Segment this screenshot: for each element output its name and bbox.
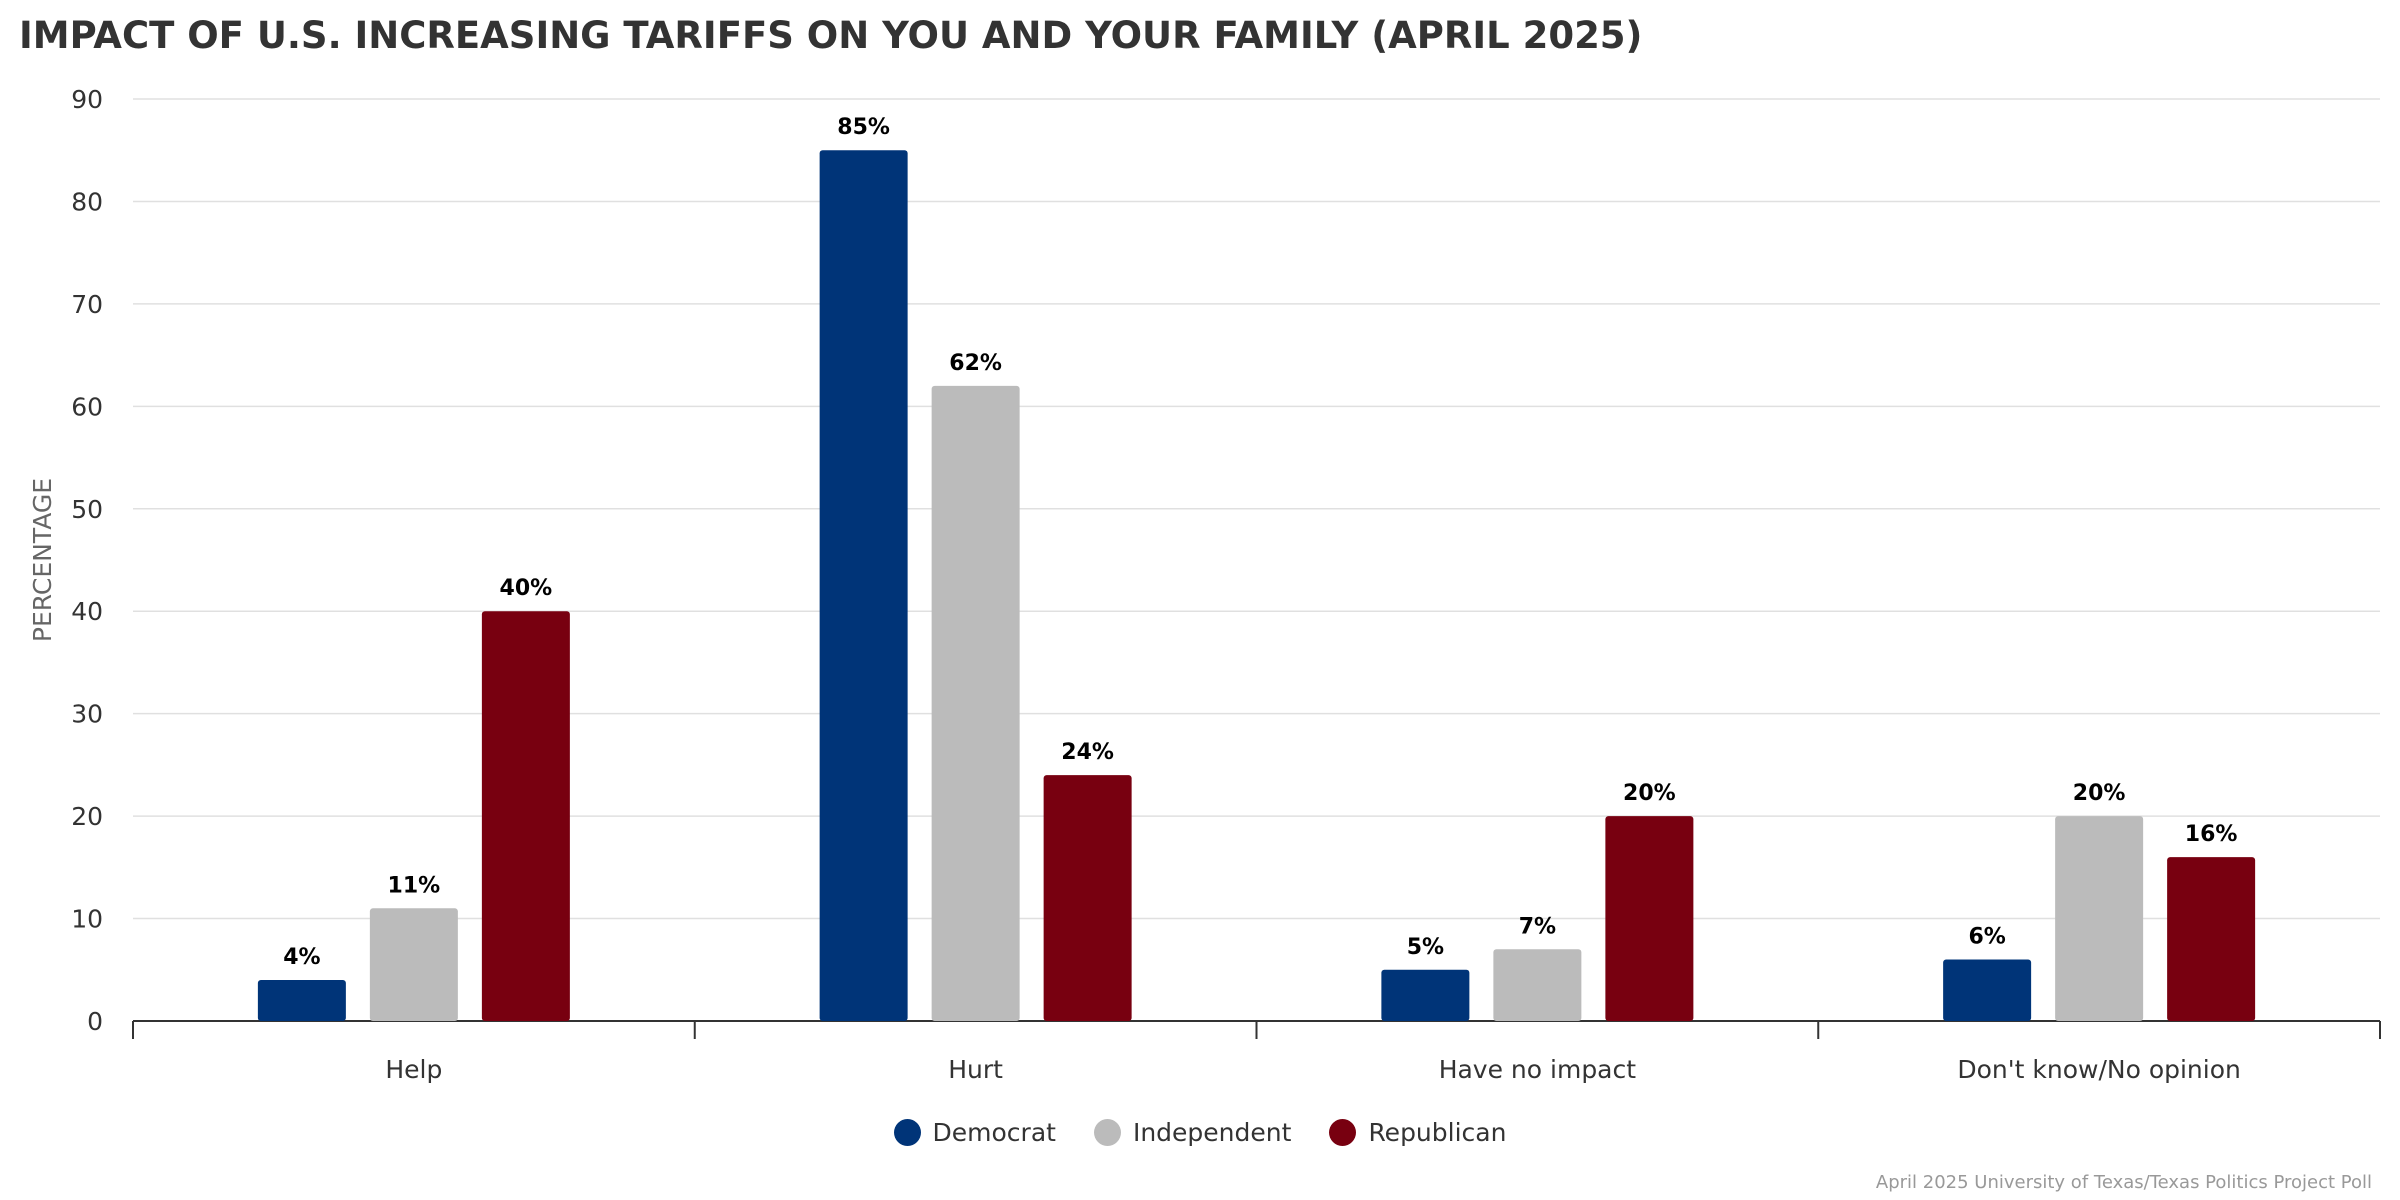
y-tick-label: 70 [71,290,103,319]
legend-swatch [893,1119,921,1146]
y-tick-label: 80 [71,187,103,216]
bar [931,385,1020,1021]
data-label: 6% [1968,925,2005,950]
bar [1493,949,1582,1021]
bar [1043,775,1132,1021]
data-label: 20% [2073,781,2126,806]
legend-item[interactable]: Independent [1093,1118,1292,1147]
legend-item[interactable]: Democrat [893,1118,1056,1147]
x-tick-label: Hurt [948,1055,1003,1084]
y-tick-label: 0 [87,1007,103,1036]
legend-swatch [1329,1119,1357,1146]
y-tick-label: 30 [71,700,103,729]
data-label: 7% [1519,914,1556,939]
bar [819,150,908,1021]
y-tick-label: 20 [71,802,103,831]
data-label: 24% [1061,740,1114,765]
x-tick-label: Help [385,1055,442,1084]
y-tick-label: 40 [71,597,103,626]
y-tick-label: 10 [71,905,103,934]
legend-label: Democrat [932,1118,1056,1147]
data-label: 5% [1407,935,1444,960]
bar [1605,816,1694,1021]
y-axis-title: PERCENTAGE [28,478,57,642]
bar [2055,816,2144,1021]
chart-legend: Democrat Independent Republican [0,1118,2400,1147]
data-label: 11% [388,873,441,898]
y-tick-label: 90 [71,85,103,114]
data-label: 4% [283,945,320,970]
data-label: 62% [949,351,1002,376]
bar [1943,959,2032,1021]
legend-label: Independent [1132,1118,1292,1147]
chart-title: IMPACT OF U.S. INCREASING TARIFFS ON YOU… [19,14,1643,57]
data-label: 16% [2185,822,2238,847]
x-tick-label: Have no impact [1439,1055,1637,1084]
y-tick-label: 50 [71,495,103,524]
bar [369,908,458,1021]
data-label: 85% [837,115,890,140]
legend-item[interactable]: Republican [1329,1118,1506,1147]
bar [257,980,346,1021]
y-tick-label: 60 [71,392,103,421]
bar [481,611,570,1021]
data-label: 20% [1623,781,1676,806]
data-label: 40% [500,576,553,601]
bar [2167,857,2256,1021]
legend-swatch [1093,1119,1121,1146]
x-tick-label: Don't know/No opinion [1957,1055,2240,1084]
legend-label: Republican [1368,1118,1507,1147]
source-credit: April 2025 University of Texas/Texas Pol… [1875,1172,2372,1193]
bar [1381,969,1470,1021]
